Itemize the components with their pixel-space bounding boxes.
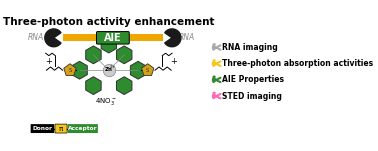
Text: STED imaging: STED imaging	[222, 92, 282, 101]
Wedge shape	[165, 29, 181, 47]
Text: +: +	[170, 57, 177, 66]
Polygon shape	[64, 64, 76, 76]
Wedge shape	[212, 61, 217, 66]
Wedge shape	[212, 45, 217, 50]
Text: 2+: 2+	[110, 65, 116, 69]
Text: Zn: Zn	[105, 67, 113, 72]
Text: S: S	[146, 68, 149, 73]
Polygon shape	[116, 77, 132, 95]
Text: RNA: RNA	[178, 32, 195, 42]
Ellipse shape	[212, 59, 216, 62]
Text: Three-photon activity enhancement: Three-photon activity enhancement	[3, 17, 215, 27]
Ellipse shape	[212, 76, 216, 78]
Wedge shape	[212, 94, 217, 99]
Polygon shape	[116, 46, 132, 64]
Wedge shape	[45, 29, 61, 47]
Polygon shape	[72, 61, 87, 79]
FancyBboxPatch shape	[96, 32, 129, 44]
Text: AIE: AIE	[104, 33, 122, 43]
Polygon shape	[86, 77, 101, 95]
Bar	[63, 34, 163, 42]
Text: RNA imaging: RNA imaging	[222, 43, 278, 52]
FancyBboxPatch shape	[31, 124, 54, 133]
Text: Donor: Donor	[33, 126, 53, 131]
Polygon shape	[101, 35, 116, 53]
Text: Acceptor: Acceptor	[68, 126, 98, 131]
Ellipse shape	[212, 43, 216, 45]
Text: Three-photon absorption activities: Three-photon absorption activities	[222, 59, 373, 68]
Text: +: +	[46, 57, 53, 66]
Polygon shape	[141, 64, 154, 76]
Text: S: S	[68, 68, 71, 73]
Text: 4NO$_3^-$: 4NO$_3^-$	[95, 96, 116, 107]
Polygon shape	[86, 46, 101, 64]
Text: π: π	[59, 126, 63, 132]
Text: RNA: RNA	[28, 32, 44, 42]
Wedge shape	[212, 77, 217, 83]
Text: AIE Properties: AIE Properties	[222, 76, 284, 84]
Polygon shape	[130, 61, 146, 79]
Ellipse shape	[212, 92, 216, 94]
FancyBboxPatch shape	[68, 124, 98, 133]
FancyBboxPatch shape	[55, 124, 67, 133]
